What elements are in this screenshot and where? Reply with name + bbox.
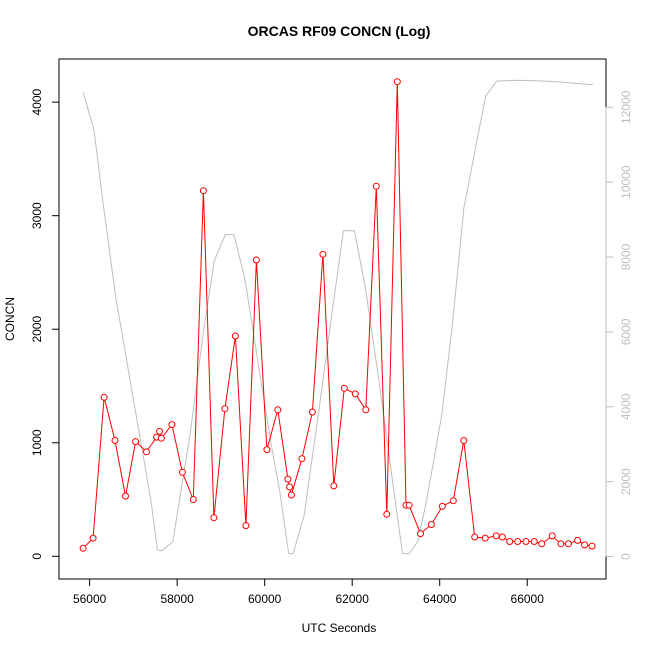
concn-data-point (263, 446, 271, 454)
x-tick-label: 58000 (160, 592, 194, 606)
concn-data-point (449, 497, 457, 505)
concn-data-point (405, 501, 413, 509)
chart-title: ORCAS RF09 CONCN (Log) (248, 23, 431, 39)
concn-data-point (393, 78, 401, 86)
y2-tick-label: 10000 (619, 165, 633, 199)
y2-tick-label: 0 (619, 553, 633, 560)
y2-tick-label: 4000 (619, 393, 633, 420)
x-tick-label: 62000 (336, 592, 370, 606)
concn-data-point (362, 406, 370, 414)
concn-data-point (481, 534, 489, 542)
concn-data-point (89, 534, 97, 542)
secondary-series-line (82, 79, 593, 555)
concn-data-point (538, 540, 546, 548)
concn-data-point (286, 483, 294, 491)
concn-data-point (514, 538, 522, 545)
y2-tick-label: 8000 (619, 243, 633, 270)
concn-data-point (210, 514, 218, 522)
concn-data-point (143, 448, 150, 456)
concn-data-point (287, 491, 295, 499)
concn-data-point (132, 438, 140, 446)
concn-data-point (79, 544, 87, 552)
x-tick-label: 56000 (73, 592, 107, 606)
concn-data-point (351, 390, 359, 398)
concn-data-point (308, 408, 316, 416)
concn-data-point (383, 510, 391, 518)
concn-data-point (492, 532, 500, 540)
y-axis: 0 1000 2000 3000 4000 (30, 88, 60, 560)
concn-data-point (168, 421, 176, 429)
y-tick-label: 3000 (30, 202, 44, 229)
concn-data-point (231, 332, 239, 340)
concn-data-point (438, 502, 446, 510)
y-tick-label: 1000 (30, 429, 44, 456)
concn-data-point (252, 256, 260, 264)
x-tick-label: 66000 (511, 592, 545, 606)
concn-data-point (298, 455, 306, 463)
y-tick-label: 4000 (30, 88, 44, 115)
y2-tick-label: 12000 (619, 90, 633, 124)
concn-series-line (82, 81, 593, 549)
concn-data-point (530, 538, 538, 545)
concn-data-point (178, 468, 186, 476)
concn-data-point (471, 533, 479, 541)
concn-data-point (427, 521, 435, 528)
concn-data-point (340, 384, 348, 392)
concn-data-point (284, 475, 292, 483)
x-tick-label: 64000 (423, 592, 457, 606)
concn-data-point (574, 536, 582, 544)
concn-data-point (122, 492, 129, 500)
concn-data-point (221, 405, 229, 413)
concn-data-point (274, 406, 282, 414)
concn-data-point (242, 522, 250, 530)
concn-data-point (460, 437, 468, 444)
concn-data-point (319, 250, 327, 258)
concn-data-point (588, 542, 596, 550)
y-tick-label: 2000 (30, 316, 44, 343)
concn-data-point (548, 532, 556, 540)
x-axis-label: UTC Seconds (302, 621, 377, 635)
series-layer (79, 78, 596, 555)
concn-data-point (199, 187, 207, 195)
concn-data-point (522, 538, 530, 545)
y-axis-label: CONCN (3, 297, 17, 341)
y2-tick-label: 2000 (619, 468, 633, 495)
concn-data-point (156, 427, 164, 435)
plot-frame (58, 58, 607, 580)
concn-data-point (506, 538, 514, 545)
concn-data-point (417, 530, 424, 538)
y2-axis: 0 2000 4000 6000 8000 10000 12000 (605, 90, 633, 560)
concn-data-point (372, 182, 380, 190)
concn-data-point (100, 393, 108, 401)
concn-data-point (111, 437, 119, 444)
concn-data-point (330, 482, 338, 490)
y2-tick-label: 6000 (619, 318, 633, 345)
x-axis: 56000 58000 60000 62000 64000 66000 (73, 578, 545, 606)
y-tick-label: 0 (30, 553, 44, 560)
concn-data-point (557, 540, 565, 548)
x-tick-label: 60000 (248, 592, 282, 606)
concn-data-point (157, 434, 165, 442)
concn-data-point (189, 496, 197, 503)
concn-data-point (498, 533, 506, 541)
concn-data-point (564, 540, 572, 548)
concn-data-point (581, 541, 589, 549)
